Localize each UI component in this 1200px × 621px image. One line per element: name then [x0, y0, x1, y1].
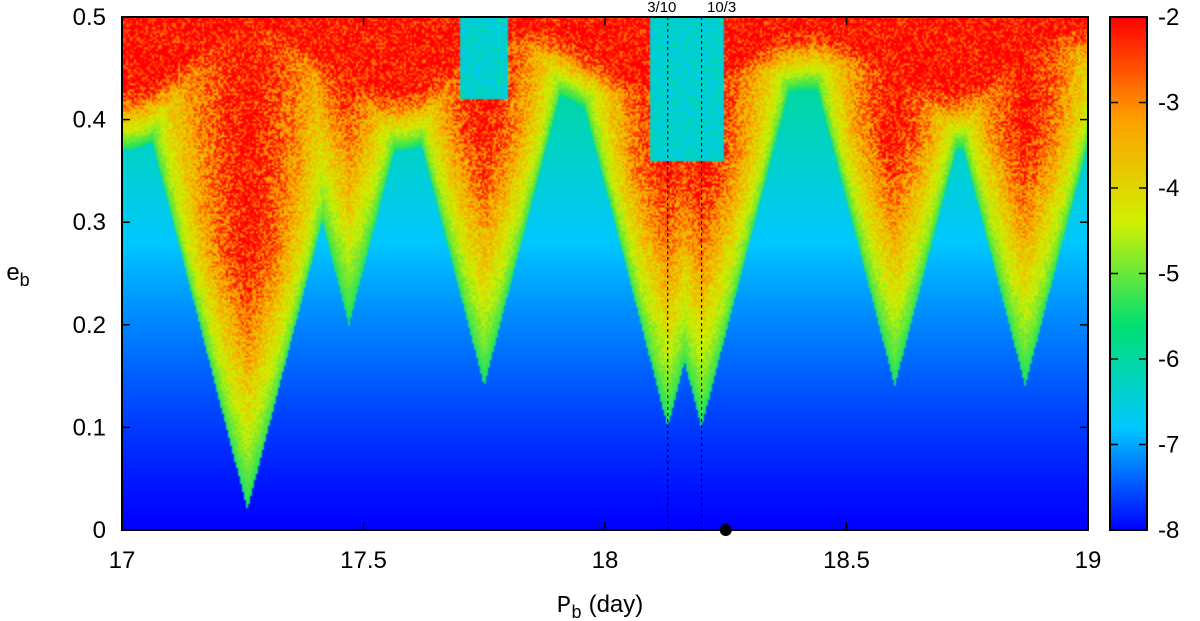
colorbar-tick-label: -2	[1158, 4, 1179, 31]
resonance-label: 10/3	[707, 0, 736, 16]
colorbar-tick-label: -5	[1158, 261, 1179, 288]
colorbar-tick-label: -7	[1158, 432, 1179, 459]
colorbar-tick-label: -6	[1158, 346, 1179, 373]
x-tick-label: 18	[592, 547, 619, 574]
y-axis-ticks: 0 0.1 0.2 0.3 0.4 0.5	[73, 4, 1088, 544]
colorbar-ticks: -8 -7 -6 -5 -4 -3 -2	[1110, 4, 1179, 544]
y-tick-label: 0.1	[73, 414, 106, 441]
y-tick-label: 0.3	[73, 209, 106, 236]
colorbar-tick-label: -4	[1158, 175, 1179, 202]
heatmap-image	[122, 17, 1088, 530]
colorbar-tick-label: -8	[1158, 517, 1179, 544]
x-axis-ticks: 17 17.5 18 18.5 19	[109, 17, 1102, 574]
y-axis-label: eb	[6, 259, 29, 290]
y-tick-label: 0	[93, 517, 106, 544]
resonance-label: 3/10	[647, 0, 676, 16]
colorbar-tick-label: -3	[1158, 90, 1179, 117]
y-tick-label: 0.5	[73, 4, 106, 31]
x-tick-label: 19	[1075, 547, 1102, 574]
x-tick-label: 17.5	[340, 547, 387, 574]
system-marker	[719, 524, 732, 536]
resonance-labels: 3/10 10/3	[647, 0, 736, 16]
resonance-lines	[667, 17, 703, 530]
y-tick-label: 0.4	[73, 107, 106, 134]
x-axis-label: Pb (day)	[557, 591, 644, 621]
x-tick-label: 18.5	[823, 547, 870, 574]
y-tick-label: 0.2	[73, 312, 106, 339]
x-tick-label: 17	[109, 547, 136, 574]
